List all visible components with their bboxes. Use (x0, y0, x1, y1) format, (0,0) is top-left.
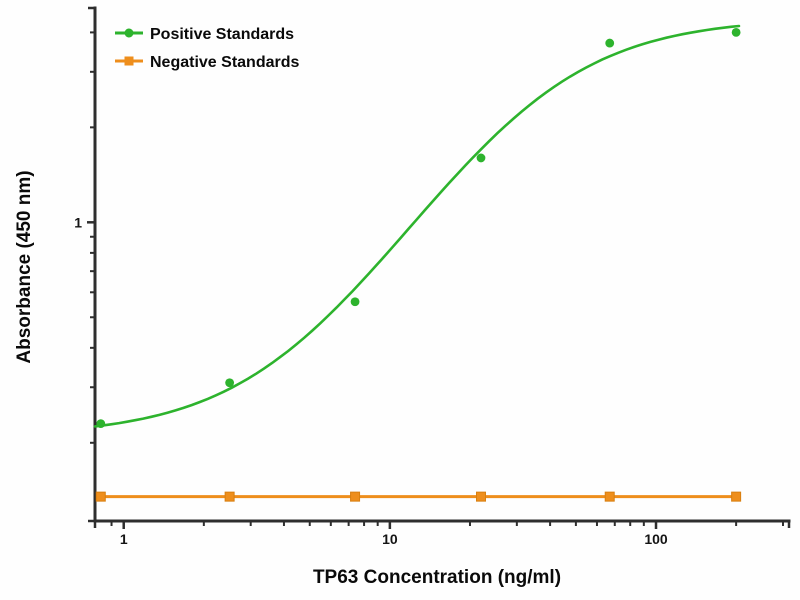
data-point-positive (476, 153, 486, 163)
legend-item-positive: Positive Standards (115, 26, 294, 43)
x-tick-label: 10 (382, 531, 398, 547)
data-point-negative (95, 491, 106, 502)
data-point-negative (224, 491, 235, 502)
axis-spines (93, 6, 791, 523)
legend-square-marker (124, 56, 134, 66)
data-series (93, 24, 742, 502)
data-point-positive (605, 38, 615, 48)
negative-standards-legend-marker (115, 56, 143, 66)
positive-standards-curve (93, 24, 741, 428)
data-point-positive (96, 419, 106, 429)
data-point-positive (350, 297, 360, 307)
y-axis-title: Absorbance (450 nm) (14, 170, 35, 363)
data-point-positive (731, 28, 741, 37)
data-point-positive (225, 378, 235, 388)
axes (93, 6, 791, 523)
axis-tick-labels: 1 10 100 1 (74, 214, 668, 547)
y-tick-label: 1 (74, 214, 82, 230)
data-point-negative (604, 491, 615, 502)
positive-standards-legend-marker (115, 28, 143, 38)
x-tick-label: 1 (120, 531, 128, 547)
data-point-negative (475, 491, 486, 502)
legend-label-positive: Positive Standards (150, 26, 294, 43)
x-axis-title: TP63 Concentration (ng/ml) (313, 567, 561, 588)
legend-item-negative: Negative Standards (115, 54, 299, 71)
x-tick-label: 100 (644, 531, 668, 547)
data-point-negative (350, 491, 361, 502)
axis-ticks (87, 6, 791, 529)
legend-label-negative: Negative Standards (150, 54, 299, 71)
legend: Positive Standards Negative Standards (115, 26, 299, 71)
data-point-negative (731, 491, 742, 502)
legend-circle-marker (124, 28, 134, 38)
